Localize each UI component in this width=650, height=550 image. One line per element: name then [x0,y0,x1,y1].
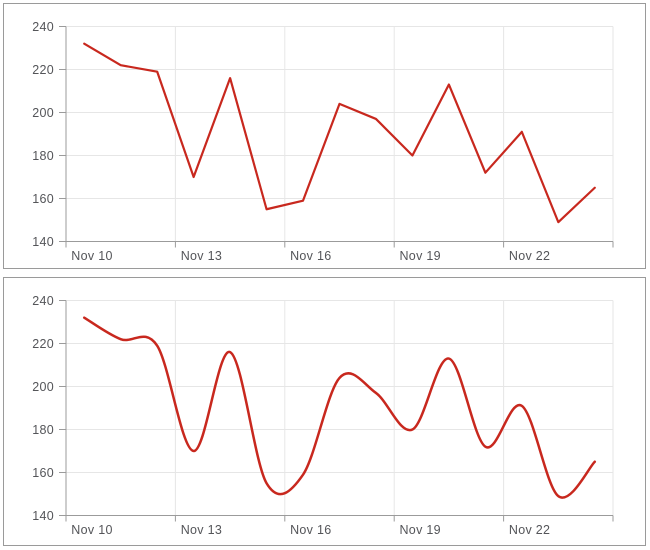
x-tick-label: Nov 10 [71,523,112,537]
x-tick-label: Nov 10 [71,249,112,263]
x-tick-label: Nov 13 [181,249,222,263]
y-tick-label: 140 [32,235,54,249]
x-tick-label: Nov 16 [290,249,331,263]
x-tick-label: Nov 22 [509,523,550,537]
y-tick-label: 160 [32,192,54,206]
x-tick-label: Nov 22 [509,249,550,263]
y-tick-label: 220 [32,63,54,77]
line-chart-panel: 140 160 180 200 220 240 Nov 10 Nov 13 Nov 16 Nov … [3,3,646,269]
x-tick-label: Nov 19 [399,249,440,263]
series-line [83,42,596,224]
x-tick-label: Nov 13 [181,523,222,537]
x-tick-label: Nov 16 [290,523,331,537]
y-tick-label: 180 [32,149,54,163]
spline-chart-panel: 140 160 180 200 220 240 Nov 10 Nov 13 Nov 16 Nov … [3,277,646,546]
y-tick-label: 140 [32,509,54,523]
line-chart: 140 160 180 200 220 240 Nov 10 Nov 13 Nov 16 Nov … [32,20,614,263]
series-line [82,316,597,499]
y-tick-label: 180 [32,423,54,437]
y-tick-label: 160 [32,466,54,480]
y-tick-label: 240 [32,294,54,308]
x-tick-label: Nov 19 [399,523,440,537]
y-tick-label: 200 [32,380,54,394]
spline-chart: 140 160 180 200 220 240 Nov 10 Nov 13 Nov 16 Nov … [32,294,614,537]
y-tick-label: 200 [32,106,54,120]
y-tick-label: 240 [32,20,54,34]
y-tick-label: 220 [32,337,54,351]
